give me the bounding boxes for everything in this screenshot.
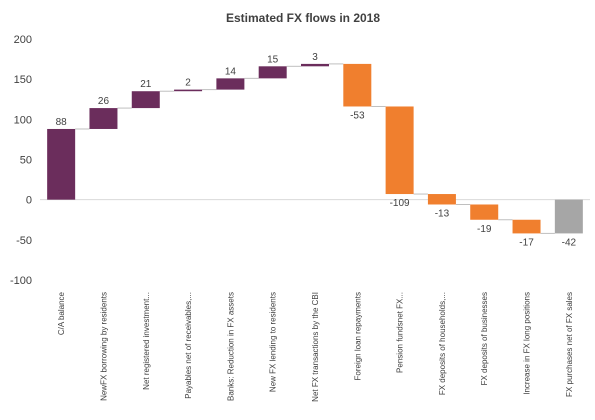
data-label: 26	[98, 96, 110, 107]
data-label: -13	[435, 208, 450, 219]
y-axis: -100 -50 0 50 100 150 200	[10, 34, 32, 287]
bar	[343, 63, 372, 107]
bar	[258, 66, 287, 79]
data-label: 14	[225, 66, 237, 77]
x-tick-label: Banks: Reduction in FX assets	[226, 292, 235, 401]
data-label: 3	[312, 52, 318, 63]
bar-series	[47, 63, 583, 234]
bar	[385, 106, 414, 195]
bar	[131, 91, 160, 109]
bar	[47, 128, 76, 200]
bar	[216, 78, 245, 90]
data-label: -19	[477, 224, 492, 235]
x-tick-label: Increase in FX long positions	[523, 292, 532, 395]
x-tick-label: Payables net of receivables,...	[184, 292, 193, 399]
bar	[470, 204, 499, 220]
chart-title: Estimated FX flows in 2018	[226, 11, 380, 25]
x-tick-label: Foreign loan repayments	[353, 292, 362, 381]
bar	[427, 194, 456, 205]
data-label: -42	[562, 237, 577, 248]
y-tick-label: 50	[20, 155, 32, 167]
x-tick-label: Net FX transactions by the CBI	[311, 292, 320, 402]
bar	[174, 89, 203, 92]
data-label: -109	[390, 198, 410, 209]
data-labels: 88 26 21 2 14 15 3 -53 -109 -13 -19 -17 -42	[56, 52, 577, 249]
data-label: 21	[140, 79, 152, 90]
data-label: -53	[350, 110, 365, 121]
data-label: 15	[267, 54, 279, 65]
x-tick-label: C/A balance	[57, 291, 66, 335]
bar	[89, 108, 118, 129]
x-tick-label: FX deposits of households,...	[438, 292, 447, 395]
y-tick-label: 200	[14, 34, 32, 46]
bar	[301, 63, 329, 67]
x-tick-label: FX purchases net of FX sales	[565, 292, 574, 397]
y-tick-label: 0	[26, 195, 32, 207]
y-tick-label: -50	[16, 235, 32, 247]
x-tick-label: FX deposits of businesses	[480, 292, 489, 385]
x-tick-label: New FX lending to residents	[269, 292, 278, 392]
x-tick-label: NewFX borrowing by residents	[99, 292, 108, 401]
x-tick-label: Net registered investment...	[142, 292, 151, 390]
x-tick-label: Pension fundsnet FX...	[396, 292, 405, 373]
data-label: -17	[519, 237, 534, 248]
y-tick-label: 150	[14, 74, 32, 86]
y-tick-label: -100	[10, 275, 32, 287]
data-label: 2	[185, 78, 191, 89]
data-label: 88	[56, 117, 68, 128]
connector-lines	[75, 63, 555, 234]
y-tick-label: 100	[14, 114, 32, 126]
bar	[554, 199, 583, 234]
bar	[512, 219, 541, 234]
x-axis: C/A balance NewFX borrowing by residents N…	[57, 291, 574, 401]
